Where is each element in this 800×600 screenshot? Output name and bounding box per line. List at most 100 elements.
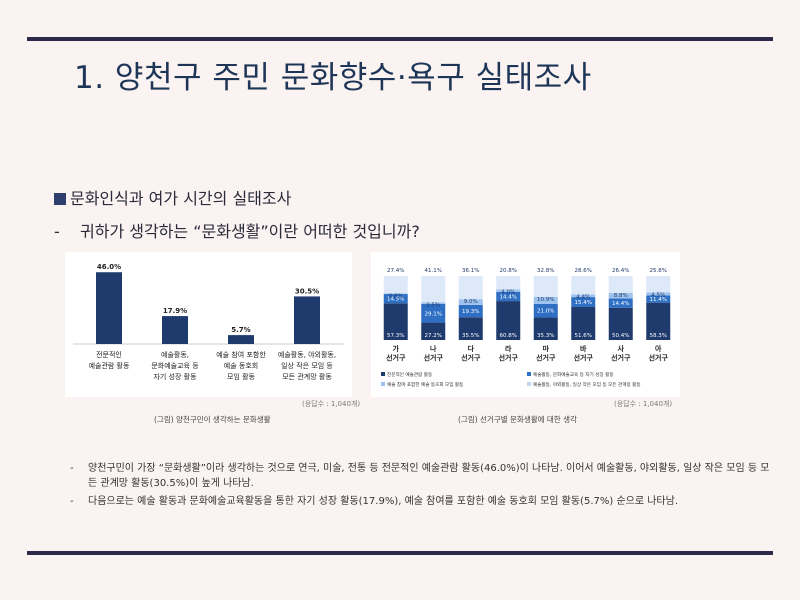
right-stacked-segment — [533, 276, 558, 297]
left-bar — [96, 272, 122, 344]
right-segment-label: 4.0% — [501, 289, 515, 295]
right-segment-label: 58.3% — [650, 333, 667, 339]
left-bar-value-label: 17.9% — [163, 307, 187, 315]
right-stacked-segment — [571, 306, 596, 340]
note-text: 다음으로는 예술 활동과 문화예술교육활동을 통한 자기 성장 활동(17.9%… — [88, 496, 678, 507]
left-category-label: 예술관람 활동 — [89, 361, 130, 370]
right-stacked-segment — [458, 304, 483, 318]
right-stacked-segment — [533, 317, 558, 340]
note-item: - 양천구민이 가장 “문화생활”이라 생각하는 것으로 연극, 미술, 전통 … — [70, 461, 770, 491]
right-stacked-segment — [458, 276, 483, 300]
left-chart-respondents: (응답수 : 1,040개) — [302, 400, 361, 408]
top-rule — [27, 37, 773, 41]
right-stacked-segment — [646, 302, 671, 340]
right-chart-respondents: (응답수 : 1,040개) — [614, 400, 673, 408]
legend-swatch — [381, 372, 385, 376]
right-category-label: 선거구 — [461, 353, 481, 362]
right-segment-label: 25.8% — [650, 268, 667, 274]
left-category-label: 일상 작은 모임 등 — [281, 361, 333, 370]
square-bullet-icon — [54, 193, 66, 205]
left-bar-value-label: 46.0% — [97, 263, 121, 271]
right-segment-label: 57.3% — [387, 333, 404, 339]
right-stacked-segment — [646, 292, 671, 296]
right-segment-label: 15.4% — [575, 300, 592, 306]
left-category-label: 예술 동호회 — [224, 361, 258, 370]
right-stacked-segment — [646, 295, 671, 303]
right-stacked-segment — [571, 276, 596, 295]
right-segment-label: 28.6% — [575, 268, 592, 274]
right-category-label: 마 — [543, 344, 550, 353]
right-category-label: 나 — [430, 344, 437, 353]
right-stacked-segment — [571, 294, 596, 298]
right-category-label: 선거구 — [649, 353, 669, 362]
right-category-label: 바 — [580, 344, 587, 353]
right-category-label: 선거구 — [386, 353, 406, 362]
right-segment-label: 11.4% — [650, 297, 667, 303]
right-stacked-segment — [421, 303, 446, 323]
right-stacked-segment — [533, 296, 558, 304]
bottom-rule — [27, 551, 773, 555]
right-stacked-segment — [383, 294, 408, 304]
right-segment-label: 27.2% — [425, 333, 442, 339]
left-category-label: 자기 성장 활동 — [153, 372, 197, 381]
right-segment-label: 2.5% — [426, 302, 440, 308]
left-category-label: 예술활동, — [161, 350, 189, 359]
left-category-label: 예술활동, 야외활동, — [278, 350, 336, 359]
right-stacked-segment — [496, 291, 521, 302]
right-category-label: 선거구 — [424, 353, 444, 362]
right-stacked-segment — [608, 276, 633, 293]
section-heading-text: 문화인식과 여가 시간의 실태조사 — [70, 189, 292, 208]
right-stacked-segment — [496, 301, 521, 340]
survey-question-text: 귀하가 생각하는 “문화생활”이란 어떠한 것입니까? — [80, 222, 420, 241]
right-segment-label: 20.8% — [500, 268, 517, 274]
right-segment-label: 29.1% — [425, 311, 442, 317]
right-category-label: 라 — [505, 344, 512, 353]
right-stacked-segment — [646, 276, 671, 293]
legend-swatch — [527, 372, 531, 376]
right-stacked-segment — [458, 299, 483, 305]
right-segment-label: 36.1% — [462, 268, 479, 274]
right-segment-label: 4.4% — [576, 294, 590, 300]
right-stacked-segment — [608, 292, 633, 299]
right-segment-label: 50.4% — [612, 333, 629, 339]
left-bar — [162, 316, 188, 344]
left-bar — [294, 296, 320, 344]
left-chart-caption: (그림) 양천구민이 생각하는 문화생활 — [154, 415, 271, 424]
left-bar — [228, 335, 254, 344]
right-chart-caption: (그림) 선거구별 문화생활에 대한 생각 — [458, 415, 577, 424]
right-segment-label: 9.0% — [464, 299, 478, 305]
right-stacked-segment — [496, 276, 521, 290]
legend-label: 전문적인 예술관람 활동 — [387, 371, 432, 378]
survey-question: - 귀하가 생각하는 “문화생활”이란 어떠한 것입니까? — [54, 218, 420, 242]
right-segment-label: 8.8% — [614, 293, 628, 299]
findings-notes: - 양천구민이 가장 “문화생활”이라 생각하는 것으로 연극, 미술, 전통 … — [70, 461, 770, 512]
left-category-label: 문화예술교육 등 — [151, 361, 199, 370]
right-segment-label: 10.9% — [537, 297, 554, 303]
right-segment-label: 14.4% — [612, 301, 629, 307]
note-bullet: - — [70, 463, 74, 474]
left-bar-value-label: 5.7% — [231, 326, 250, 334]
left-category-label: 전문적인 — [96, 350, 122, 359]
right-segment-label: 14.5% — [387, 297, 404, 303]
legend-label: 예술활동, 문화예술교육 등 자기 성장 활동 — [533, 371, 614, 378]
right-stacked-segment — [421, 322, 446, 340]
left-category-label: 모든 관계망 활동 — [282, 372, 332, 381]
left-bar-value-label: 30.5% — [295, 287, 319, 295]
right-stacked-segment — [496, 289, 521, 292]
legend-label: 예술 참여 포함한 예술 동호회 모임 활동 — [387, 381, 463, 388]
note-text: 양천구민이 가장 “문화생활”이라 생각하는 것으로 연극, 미술, 전통 등 … — [88, 463, 770, 489]
right-segment-label: 51.6% — [575, 333, 592, 339]
legend-label: 예술활동, 야외활동, 일상 작은 모임 등 모든 관계망 활동 — [533, 381, 641, 388]
left-category-label: 예술 참여 포함한 — [216, 350, 266, 359]
right-category-label: 선거구 — [611, 353, 631, 362]
right-category-label: 선거구 — [499, 353, 519, 362]
right-chart-panel: 57.3% 14.5% 0.8% 27.4% 가 선거구 27.2% 29.1% 2.5% 41.… — [371, 252, 680, 397]
right-segment-label: 0.8% — [389, 294, 403, 300]
left-category-label: 모임 활동 — [227, 372, 256, 381]
right-category-label: 선거구 — [536, 353, 556, 362]
right-stacked-segment — [533, 303, 558, 318]
note-bullet: - — [70, 496, 74, 507]
right-stacked-segment — [421, 276, 446, 303]
